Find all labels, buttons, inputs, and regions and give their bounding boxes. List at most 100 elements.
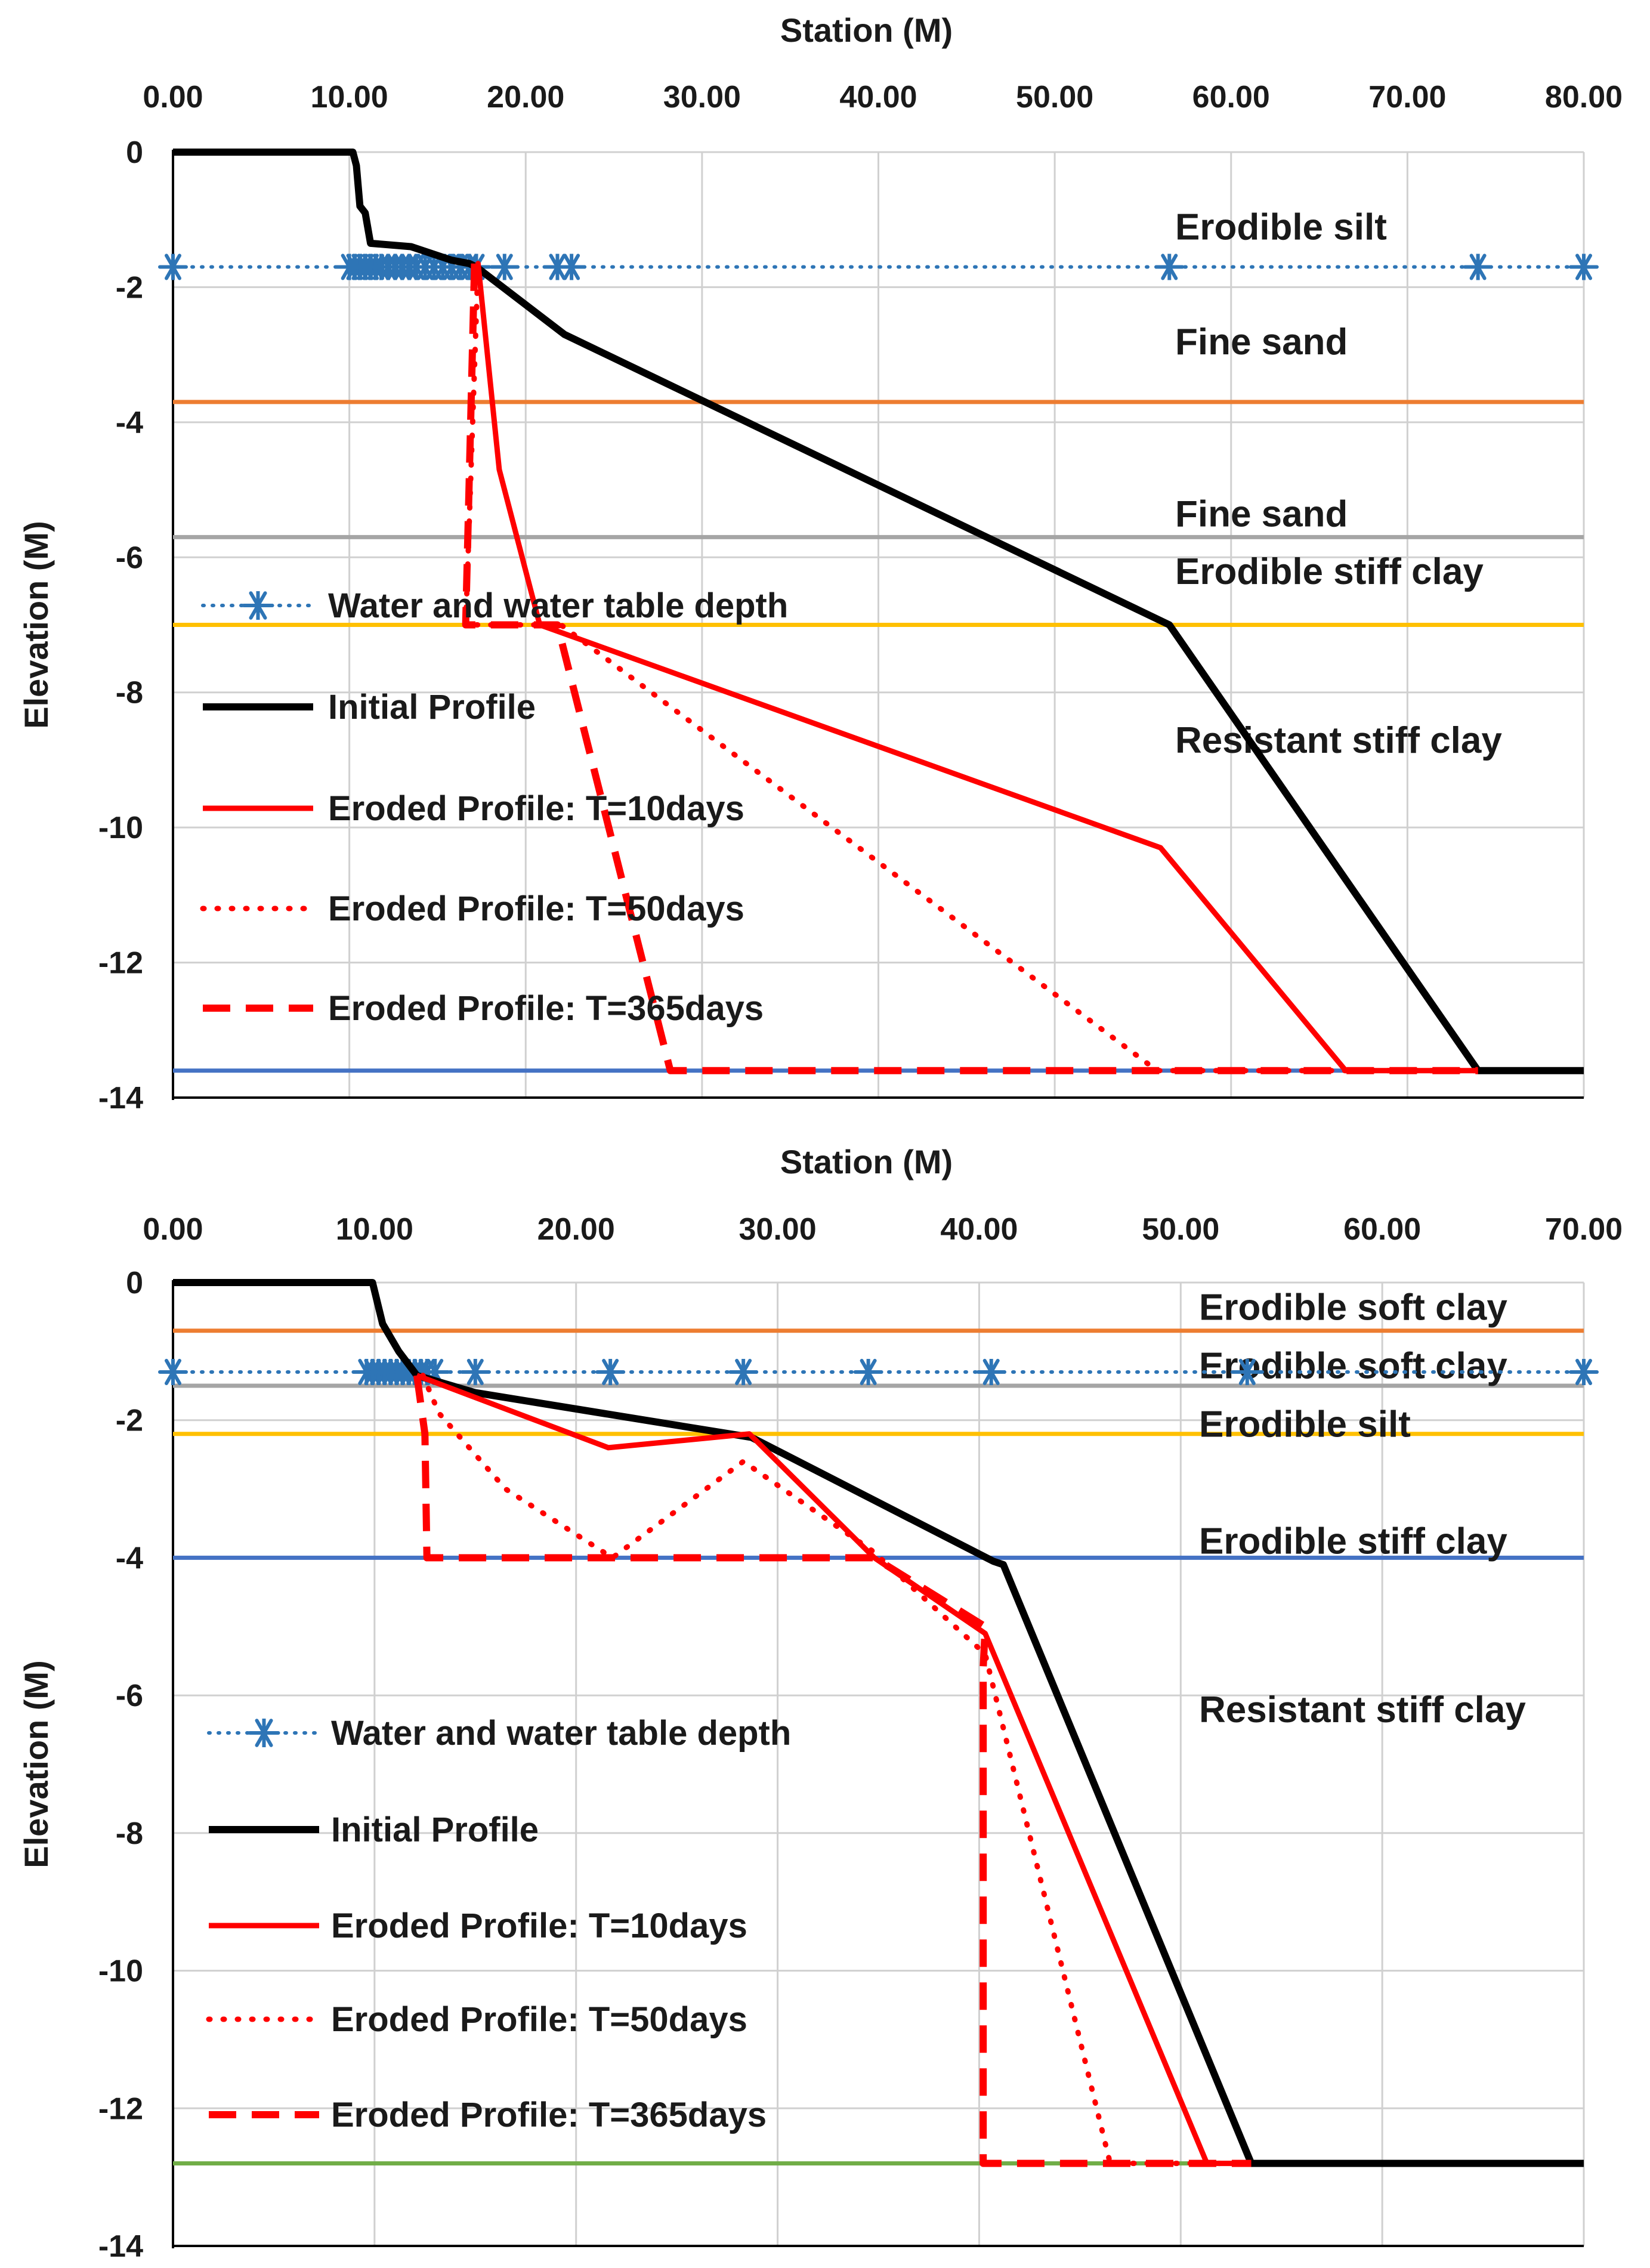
series-initial-profile <box>173 1279 1584 2167</box>
legend-item: Eroded Profile: T=365days <box>203 989 764 1028</box>
legend: Water and water table depth Initial Profi… <box>200 586 788 1028</box>
layer-label: Resistant stiff clay <box>1199 1689 1526 1731</box>
layer-label: Erodible soft clay <box>1199 1287 1507 1328</box>
y-tick-label: -8 <box>116 676 143 710</box>
y-tick-label: -12 <box>98 946 143 981</box>
legend-label: Eroded Profile: T=50days <box>331 2000 747 2039</box>
y-tick-label: -10 <box>98 1954 143 1989</box>
legend-item: Initial Profile <box>209 1810 539 1849</box>
data-point-marker <box>460 1358 490 1386</box>
data-point-marker <box>489 254 520 280</box>
chart-2: 0.00 10.00 20.00 30.00 40.00 50.00 60.00 70.00 0… <box>17 1143 1623 2264</box>
x-tick-label: 50.00 <box>1142 1212 1219 1247</box>
series-line <box>463 261 1481 1074</box>
series-eroded-profile-t-50days <box>463 261 1481 1074</box>
legend-item: Eroded Profile: T=10days <box>203 789 744 828</box>
x-tick-label: 50.00 <box>1016 80 1093 115</box>
legend-item: Water and water table depth <box>207 1714 791 1753</box>
y-tick-label: -8 <box>116 1816 143 1851</box>
data-point-marker <box>853 1358 883 1386</box>
series-initial-profile <box>173 149 1584 1074</box>
legend-label: Eroded Profile: T=365days <box>328 989 764 1028</box>
y-tick-label: -6 <box>116 1679 143 1713</box>
x-tick-label: 0.00 <box>143 1212 203 1247</box>
legend-label: Eroded Profile: T=10days <box>331 1907 747 1945</box>
series-line <box>462 263 1478 1074</box>
y-tick-label: -2 <box>116 1404 143 1438</box>
y-tick-label: -14 <box>98 1081 143 1116</box>
data-point-marker <box>1569 254 1599 280</box>
layer-label: Erodible silt <box>1199 1404 1411 1445</box>
legend-label: Initial Profile <box>328 688 536 727</box>
y-tick-label: -14 <box>98 2229 143 2264</box>
x-axis-title: Station (M) <box>780 11 953 49</box>
y-tick-label: 0 <box>126 1266 143 1300</box>
x-tick-label: 20.00 <box>537 1212 615 1247</box>
legend-label: Water and water table depth <box>331 1714 791 1753</box>
series-line <box>173 149 1584 1074</box>
legend-item: Water and water table depth <box>201 586 788 625</box>
legend-item: Eroded Profile: T=50days <box>206 2000 747 2039</box>
x-tick-label: 40.00 <box>940 1212 1018 1247</box>
data-point-marker <box>1569 1358 1599 1386</box>
layer-label: Erodible silt <box>1175 207 1387 248</box>
data-point-marker <box>976 1358 1006 1386</box>
data-point-marker <box>557 254 587 280</box>
x-tick-label: 60.00 <box>1192 80 1270 115</box>
legend-item: Eroded Profile: T=10days <box>209 1907 747 1945</box>
x-tick-label: 70.00 <box>1545 1212 1623 1247</box>
series-eroded-profile-t-10days <box>416 1373 1252 2167</box>
x-tick-label: 60.00 <box>1343 1212 1421 1247</box>
legend-label: Initial Profile <box>331 1810 539 1849</box>
layer-label: Fine sand <box>1175 322 1348 363</box>
layer-label: Erodible stiff clay <box>1175 551 1484 592</box>
legend-label: Eroded Profile: T=10days <box>328 789 744 828</box>
series-line <box>420 1373 1255 2167</box>
series-eroded-profile-t-10days <box>475 263 1478 1074</box>
x-tick-label: 10.00 <box>336 1212 413 1247</box>
data-point-marker <box>158 1358 188 1386</box>
series-line <box>413 1374 1252 2167</box>
legend-marker <box>242 591 274 620</box>
x-tick-label: 30.00 <box>663 80 741 115</box>
data-point-marker <box>1232 1358 1262 1386</box>
y-axis-title: Elevation (M) <box>17 521 55 728</box>
x-tick-label: 20.00 <box>487 80 564 115</box>
x-axis-title: Station (M) <box>780 1143 953 1181</box>
series-line <box>416 1373 1252 2167</box>
y-tick-label: -4 <box>116 406 143 440</box>
y-tick-label: -6 <box>116 540 143 575</box>
data-point-marker <box>1154 254 1185 280</box>
series-eroded-profile-t-365days <box>462 263 1478 1074</box>
legend-label: Water and water table depth <box>328 586 788 625</box>
series-line <box>475 263 1478 1074</box>
legend-item: Initial Profile <box>203 688 536 727</box>
layer-label: Resistant stiff clay <box>1175 720 1502 761</box>
layer-label: Erodible stiff clay <box>1199 1521 1507 1562</box>
legend: Water and water table depth Initial Profi… <box>206 1714 791 2134</box>
y-tick-label: -12 <box>98 2091 143 2126</box>
data-point-marker <box>728 1358 759 1386</box>
series-line <box>173 1279 1584 2167</box>
x-tick-label: 10.00 <box>311 80 388 115</box>
y-axis-title: Elevation (M) <box>17 1660 55 1868</box>
x-tick-label: 30.00 <box>739 1212 817 1247</box>
legend-label: Eroded Profile: T=50days <box>328 889 744 928</box>
y-tick-label: -4 <box>116 1541 143 1575</box>
x-tick-label: 80.00 <box>1545 80 1623 115</box>
x-tick-label: 70.00 <box>1368 80 1446 115</box>
legend-item: Eroded Profile: T=365days <box>209 2096 767 2134</box>
data-point-marker <box>158 254 188 280</box>
legend-item: Eroded Profile: T=50days <box>200 889 744 928</box>
x-tick-label: 0.00 <box>143 80 203 115</box>
y-tick-label: -10 <box>98 811 143 845</box>
y-tick-label: -2 <box>116 270 143 305</box>
layer-label: Fine sand <box>1175 494 1348 535</box>
x-tick-label: 40.00 <box>839 80 917 115</box>
legend-label: Eroded Profile: T=365days <box>331 2096 767 2134</box>
y-tick-label: 0 <box>126 135 143 170</box>
series-eroded-profile-t-365days <box>413 1374 1252 2167</box>
legend-marker <box>248 1719 280 1747</box>
data-point-marker <box>595 1358 626 1386</box>
